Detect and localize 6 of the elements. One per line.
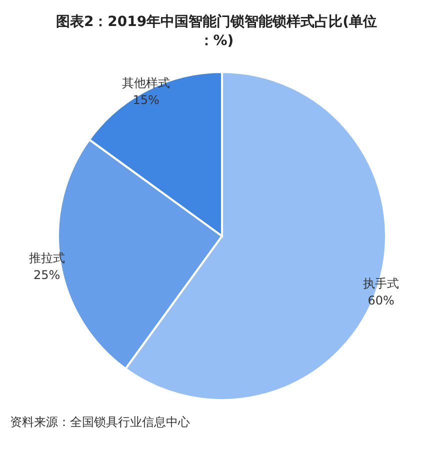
- data-label: 60%: [368, 294, 394, 308]
- data-label: 15%: [132, 92, 160, 107]
- text: 资料来源：全国锁具行业信息中心: [10, 415, 190, 429]
- slice-label: 执手式: [363, 276, 400, 291]
- data-label: 25%: [33, 268, 60, 282]
- chart-title: 图表2：2019年中国智能门锁智能锁样式占比(单位：%): [56, 13, 378, 49]
